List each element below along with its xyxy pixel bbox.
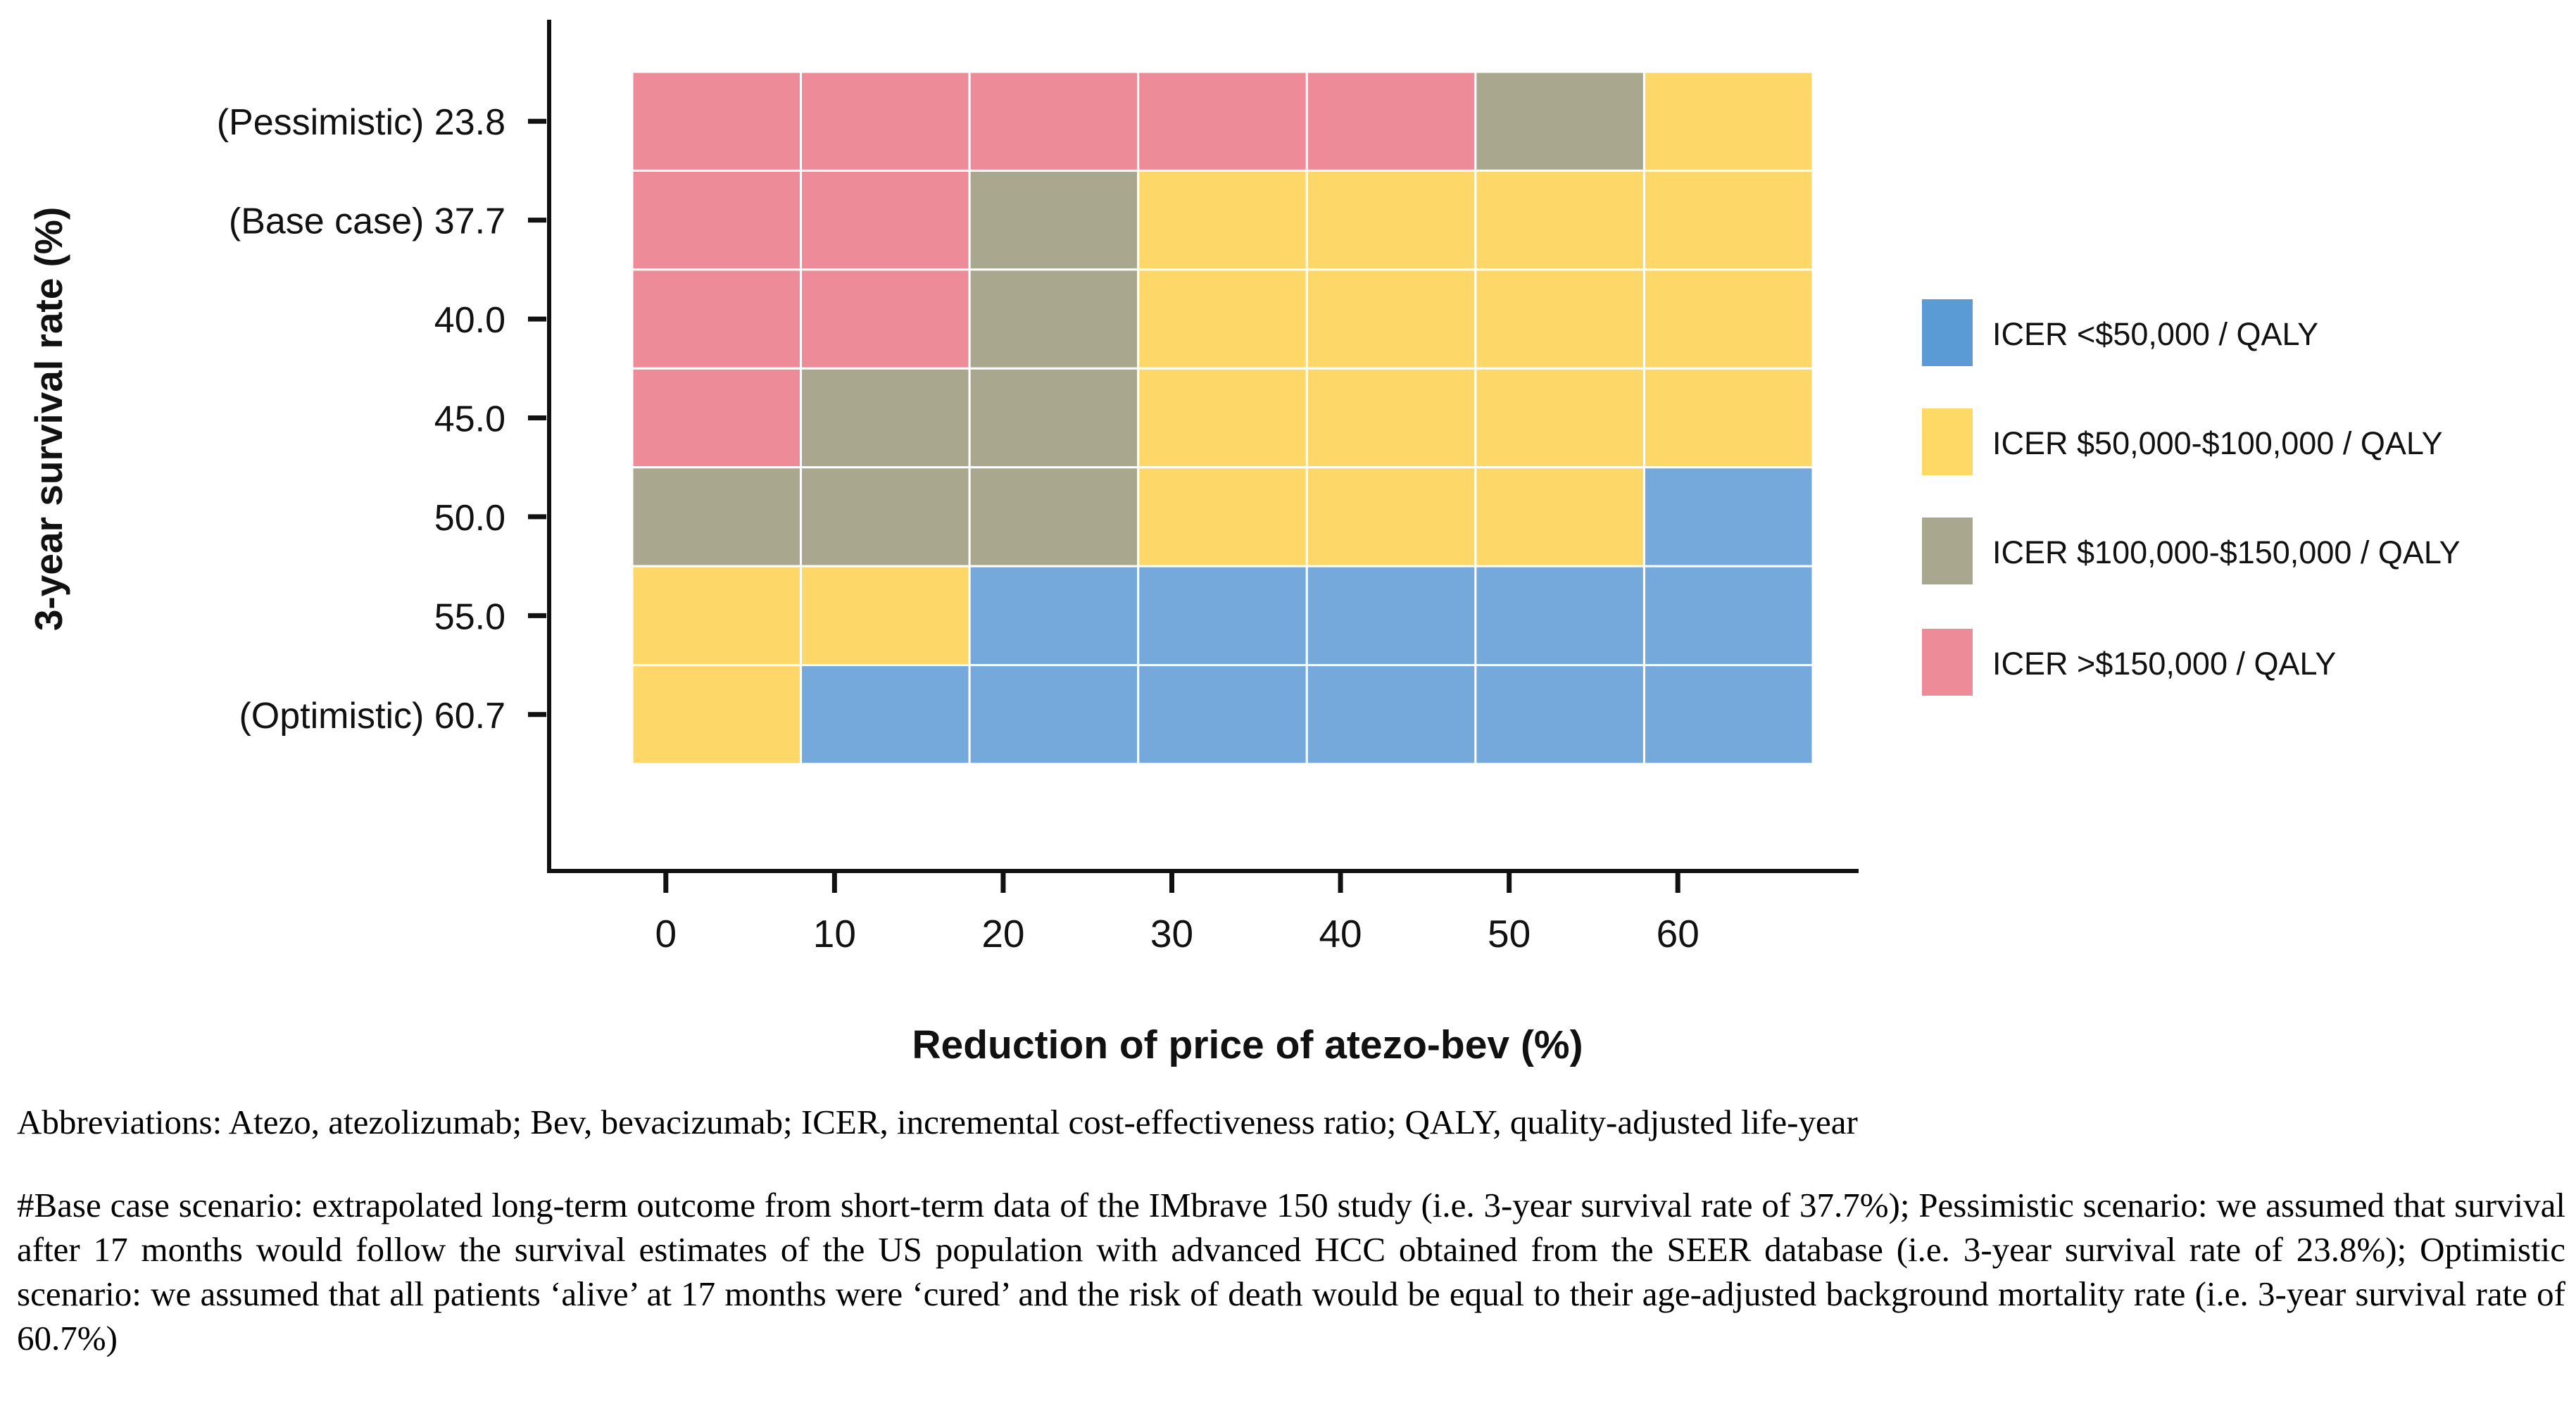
legend-label: ICER $50,000-$100,000 / QALY <box>1992 425 2443 461</box>
y-tick-label: 55.0 <box>434 596 505 637</box>
heatmap-cell <box>968 70 1140 172</box>
heatmap-cell <box>631 664 803 765</box>
heatmap-cell <box>1305 664 1477 765</box>
legend-label: ICER >$150,000 / QALY <box>1992 646 2336 682</box>
y-tick-label: 50.0 <box>434 498 505 539</box>
heatmap-cell <box>800 70 971 172</box>
heatmap-cell <box>1137 268 1308 370</box>
x-tick-label: 60 <box>1657 912 1699 955</box>
heatmap-cell <box>800 664 971 765</box>
heatmap-cell <box>1642 169 1814 271</box>
heatmap-cell <box>1137 565 1308 667</box>
heatmap-cell <box>1474 664 1645 765</box>
y-tick-label: 45.0 <box>434 399 505 440</box>
heatmap-cell <box>1305 565 1477 667</box>
heatmap-cell <box>1474 367 1645 469</box>
heatmap-cell <box>1642 664 1814 765</box>
y-axis-ticks: (Pessimistic) 23.8 (Base case) 37.7 40.0 45… <box>217 102 546 737</box>
legend-label: ICER $100,000-$150,000 / QALY <box>1992 534 2461 570</box>
heatmap-cell <box>1474 268 1645 370</box>
heatmap-cell <box>1474 565 1645 667</box>
heatmap-cell <box>1137 664 1308 765</box>
x-tick-label: 50 <box>1488 912 1531 955</box>
heatmap-cell <box>1305 268 1477 370</box>
heatmap-cell <box>1137 367 1308 469</box>
heatmap-cell <box>800 268 971 370</box>
heatmap-cell <box>800 565 971 667</box>
y-tick-label: (Optimistic) 60.7 <box>239 696 505 737</box>
heatmap-cell <box>1305 169 1477 271</box>
scenarios-note: #Base case scenario: extrapolated long-t… <box>17 1186 2565 1358</box>
x-axis-title: Reduction of price of atezo-bev (%) <box>912 1022 1583 1067</box>
y-tick-label: (Base case) 37.7 <box>229 201 505 242</box>
heatmap-cell <box>800 169 971 271</box>
heatmap-cell <box>631 565 803 667</box>
legend-swatch <box>1922 518 1973 584</box>
x-tick-label: 30 <box>1150 912 1193 955</box>
heatmap-cells <box>631 70 1814 765</box>
heatmap-cell <box>968 268 1140 370</box>
heatmap-cell <box>1474 466 1645 568</box>
y-tick-label: (Pessimistic) 23.8 <box>217 102 505 143</box>
heatmap-cell <box>1474 169 1645 271</box>
heatmap-cell <box>968 565 1140 667</box>
y-axis-title: 3-year survival rate (%) <box>27 207 70 631</box>
heatmap-cell <box>631 466 803 568</box>
heatmap-cell <box>1642 565 1814 667</box>
heatmap-cell <box>631 268 803 370</box>
legend-swatch <box>1922 408 1973 475</box>
x-axis-ticks: 0 10 20 30 40 50 60 <box>655 873 1699 955</box>
heatmap-cell <box>968 367 1140 469</box>
y-tick-label: 40.0 <box>434 300 505 341</box>
legend-swatch <box>1922 299 1973 366</box>
legend-swatch <box>1922 629 1973 696</box>
footnotes: Abbreviations: Atezo, atezolizumab; Bev,… <box>17 1100 2565 1360</box>
heatmap-cell <box>1305 466 1477 568</box>
heatmap-cell <box>1137 466 1308 568</box>
x-tick-label: 40 <box>1319 912 1362 955</box>
heatmap-cell <box>631 70 803 172</box>
heatmap-cell <box>1137 169 1308 271</box>
heatmap-cell <box>631 169 803 271</box>
heatmap-cell <box>1642 268 1814 370</box>
heatmap-cell <box>1642 367 1814 469</box>
heatmap-cell <box>1305 367 1477 469</box>
abbreviations-note: Abbreviations: Atezo, atezolizumab; Bev,… <box>17 1103 1858 1141</box>
heatmap-cell <box>968 466 1140 568</box>
heatmap-cell <box>800 466 971 568</box>
x-tick-label: 10 <box>813 912 856 955</box>
heatmap-cell <box>631 367 803 469</box>
heatmap-cell <box>1474 70 1645 172</box>
heatmap-cell <box>1642 70 1814 172</box>
legend: ICER <$50,000 / QALY ICER $50,000-$100,00… <box>1922 299 2461 696</box>
heatmap-cell <box>800 367 971 469</box>
legend-label: ICER <$50,000 / QALY <box>1992 316 2318 352</box>
x-tick-label: 0 <box>655 912 677 955</box>
heatmap-cell <box>968 664 1140 765</box>
x-tick-label: 20 <box>981 912 1024 955</box>
heatmap-cell <box>1305 70 1477 172</box>
heatmap-cell <box>1137 70 1308 172</box>
heatmap-cell <box>968 169 1140 271</box>
heatmap-cell <box>1642 466 1814 568</box>
